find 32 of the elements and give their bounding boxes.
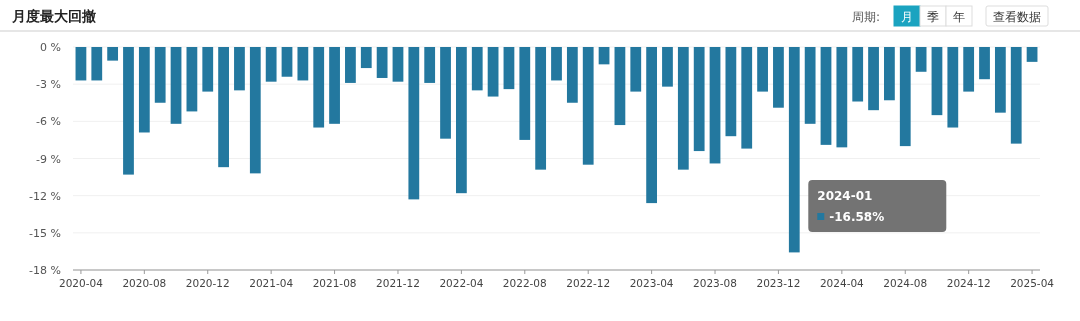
x-tick-label: 2022-08 xyxy=(502,277,547,289)
x-tick-label: 2020-04 xyxy=(58,277,104,289)
x-tick-label: 2025-04 xyxy=(1010,277,1055,289)
x-tick-label: 2022-04 xyxy=(439,277,484,289)
annotation: -16.58% xyxy=(829,210,885,224)
x-tick-label: 2021-12 xyxy=(376,277,420,289)
x-tick-label: 2021-08 xyxy=(312,277,357,289)
y-tick-label: -9 % xyxy=(36,152,61,166)
text: 季 xyxy=(927,10,939,24)
x-tick-label: 2023-08 xyxy=(693,277,737,289)
y-tick-label: -6 % xyxy=(36,115,61,129)
x-tick-label: 2023-12 xyxy=(756,277,801,289)
text: 周期: xyxy=(852,10,881,24)
x-tick-label: 2020-08 xyxy=(122,277,167,289)
y-tick-label: -3 % xyxy=(36,78,61,92)
chart-title: 月度最大回撤 xyxy=(11,8,96,24)
x-tick-label: 2021-04 xyxy=(249,277,294,289)
text: 查看数据 xyxy=(993,10,1041,24)
text: 年 xyxy=(953,10,965,24)
x-tick-label: 2024-08 xyxy=(883,277,928,289)
x-tick-label: 2024-04 xyxy=(819,277,865,289)
y-tick-label: -12 % xyxy=(29,189,61,203)
x-tick-label: 2023-04 xyxy=(629,277,674,289)
annotation: 2024-01 xyxy=(817,189,873,203)
y-tick-label: -18 % xyxy=(29,264,61,277)
x-tick-label: 2020-12 xyxy=(185,277,230,289)
y-tick-label: -15 % xyxy=(29,226,61,240)
text: 月 xyxy=(901,10,913,24)
x-tick-label: 2022-12 xyxy=(566,277,611,289)
x-tick-label: 2024-12 xyxy=(946,277,991,289)
tooltip: 2024-01 -16.58% xyxy=(808,180,947,232)
y-tick-label: 0 % xyxy=(40,41,61,54)
